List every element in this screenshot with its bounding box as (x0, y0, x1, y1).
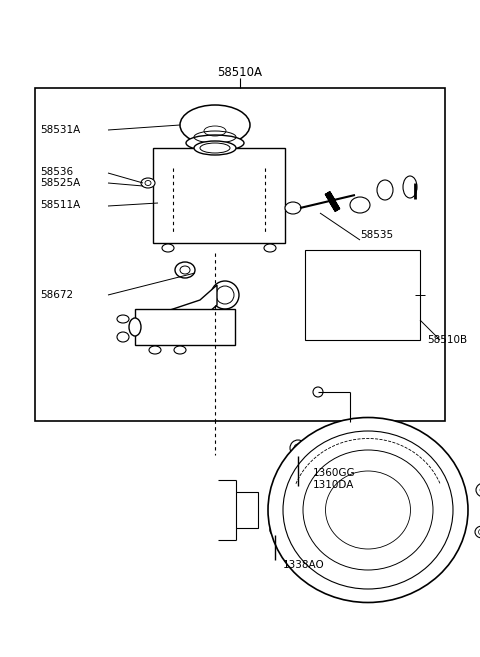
Ellipse shape (264, 244, 276, 252)
Ellipse shape (141, 178, 155, 188)
Ellipse shape (313, 387, 323, 397)
Ellipse shape (162, 244, 174, 252)
Text: 58510B: 58510B (427, 335, 467, 345)
Polygon shape (280, 522, 313, 538)
Ellipse shape (174, 346, 186, 354)
Ellipse shape (476, 483, 480, 497)
Circle shape (290, 440, 306, 456)
Text: 1310DA: 1310DA (313, 480, 354, 490)
Text: 58536: 58536 (40, 167, 73, 177)
Ellipse shape (117, 315, 129, 323)
Bar (236, 492, 258, 528)
Circle shape (270, 525, 280, 535)
Ellipse shape (475, 526, 480, 538)
Ellipse shape (211, 281, 239, 309)
Ellipse shape (285, 202, 301, 214)
Polygon shape (140, 285, 217, 333)
Ellipse shape (175, 262, 195, 278)
Ellipse shape (149, 346, 161, 354)
Bar (135, 309, 235, 345)
Text: 58535: 58535 (360, 230, 393, 240)
Ellipse shape (117, 332, 129, 342)
Ellipse shape (377, 180, 393, 200)
Bar (153, 148, 285, 243)
Text: 58511A: 58511A (40, 200, 80, 210)
Ellipse shape (350, 197, 370, 213)
Ellipse shape (194, 141, 236, 155)
Bar (35, 88, 445, 421)
Circle shape (306, 438, 318, 450)
Ellipse shape (180, 105, 250, 145)
Text: 1360GG: 1360GG (313, 468, 356, 478)
Ellipse shape (403, 176, 417, 198)
Ellipse shape (129, 318, 141, 336)
Text: 58510A: 58510A (217, 66, 263, 78)
Ellipse shape (186, 135, 244, 151)
Text: 58672: 58672 (40, 290, 73, 300)
Text: 1338AO: 1338AO (283, 560, 325, 570)
Bar (305, 250, 420, 340)
Ellipse shape (268, 417, 468, 602)
Text: 58531A: 58531A (40, 125, 80, 135)
Text: 58525A: 58525A (40, 178, 80, 188)
